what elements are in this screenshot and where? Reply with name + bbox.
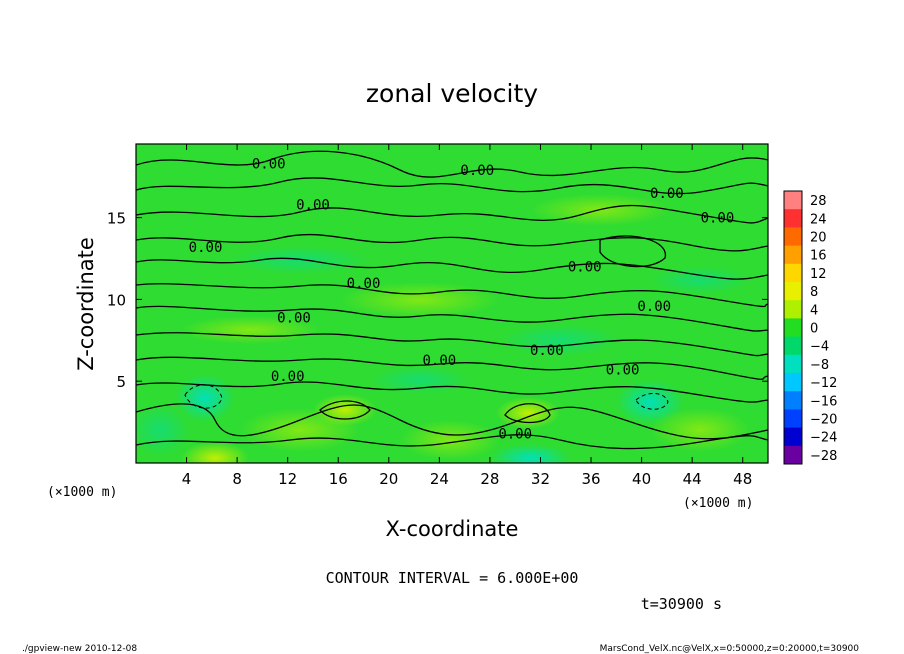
colorbar-swatch-10 xyxy=(784,373,802,392)
field-spot-11 xyxy=(180,316,320,344)
colorbar-label-13: −24 xyxy=(810,431,837,446)
footer-left: ./gpview-new 2010-12-08 xyxy=(22,644,137,654)
colorbar-swatch-7 xyxy=(784,318,802,338)
x-tick-label-0: 4 xyxy=(182,470,192,488)
x-tick-label-7: 32 xyxy=(531,470,550,488)
colorbar-label-14: −28 xyxy=(810,449,837,464)
field-image xyxy=(136,144,768,463)
contour-label-11: 0.00 xyxy=(423,353,457,369)
colorbar-label-6: 4 xyxy=(810,303,818,318)
contour-label-7: 0.00 xyxy=(347,276,381,292)
contour-lines xyxy=(136,150,768,450)
chart-title: zonal velocity xyxy=(366,79,538,108)
colorbar-frame xyxy=(783,190,803,465)
colorbar-swatch-6 xyxy=(784,300,802,319)
x-axis: 4 8 12 16 20 24 28 32 36 40 44 48 xyxy=(182,144,752,488)
colorbar-label-3: 16 xyxy=(810,249,827,264)
colorbar-label-8: −4 xyxy=(810,340,829,355)
contour-label-0: 0.00 xyxy=(252,157,286,173)
x-tick-label-5: 24 xyxy=(430,470,449,488)
field-spot-4 xyxy=(496,397,560,429)
colorbar-swatch-9 xyxy=(784,354,802,374)
colorbar-swatch-13 xyxy=(784,427,802,447)
field-spot-2 xyxy=(490,444,570,463)
y-axis-label: Z-coordinate xyxy=(74,237,98,371)
x-tick-label-8: 36 xyxy=(581,470,600,488)
y-axis: 5 10 15 xyxy=(107,210,768,391)
contour-label-14: 0.00 xyxy=(498,426,532,442)
footer-right: MarsCond_VelX.nc@VelX,x=0:50000,z=0:2000… xyxy=(600,644,860,654)
colorbar-label-1: 24 xyxy=(810,212,827,227)
x-tick-label-6: 28 xyxy=(480,470,499,488)
x-axis-unit: (×1000 m) xyxy=(683,496,753,511)
y-tick-label-1: 10 xyxy=(107,291,126,309)
contour-label-13: 0.00 xyxy=(271,369,305,385)
colorbar: 28 24 20 16 12 8 4 0 −4 −8 −12 −16 −20 −24 −28 xyxy=(783,190,837,465)
field-spot-3 xyxy=(181,442,249,463)
field-spot-1 xyxy=(616,380,684,424)
colorbar-label-7: 0 xyxy=(810,322,818,337)
contour-label-1: 0.00 xyxy=(460,163,494,179)
x-tick-label-10: 44 xyxy=(683,470,702,488)
colorbar-swatch-11 xyxy=(784,391,802,410)
x-axis-label: X-coordinate xyxy=(386,517,519,541)
colorbar-label-2: 20 xyxy=(810,231,827,246)
contour-label-10: 0.00 xyxy=(530,343,564,359)
contour-labels: 0.00 0.00 0.00 0.00 0.00 0.00 0.00 0.00 0.00 0.00… xyxy=(189,157,735,443)
contour-label-9: 0.00 xyxy=(277,310,311,326)
contour-label-3: 0.00 xyxy=(296,197,330,213)
colorbar-swatch-5 xyxy=(784,282,802,301)
colorbar-swatch-0 xyxy=(784,191,802,210)
colorbar-label-4: 12 xyxy=(810,267,827,282)
colorbar-swatch-3 xyxy=(784,245,802,265)
contour-label-12: 0.00 xyxy=(606,363,640,379)
x-tick-label-3: 16 xyxy=(329,470,348,488)
colorbar-swatch-1 xyxy=(784,209,802,228)
colorbar-label-12: −20 xyxy=(810,413,837,428)
y-tick-label-0: 5 xyxy=(116,373,126,391)
plot-frame xyxy=(135,143,769,464)
x-tick-label-1: 8 xyxy=(232,470,242,488)
colorbar-label-10: −12 xyxy=(810,376,837,391)
x-tick-label-2: 12 xyxy=(278,470,297,488)
contour-interval: CONTOUR INTERVAL = 6.000E+00 xyxy=(326,569,579,587)
x-tick-label-4: 20 xyxy=(379,470,398,488)
colorbar-label-9: −8 xyxy=(810,358,829,373)
field-spot-6 xyxy=(240,408,360,452)
x-tick-label-11: 48 xyxy=(733,470,752,488)
contour-label-6: 0.00 xyxy=(568,260,602,276)
colorbar-label-11: −16 xyxy=(810,394,837,409)
colorbar-swatch-4 xyxy=(784,263,802,283)
field-spot-12 xyxy=(500,324,620,356)
y-axis-unit: (×1000 m) xyxy=(47,485,117,500)
colorbar-swatch-12 xyxy=(784,409,802,429)
contour-label-8: 0.00 xyxy=(637,299,671,315)
contour-label-4: 0.00 xyxy=(701,211,735,227)
field-spot-8 xyxy=(650,408,750,452)
colorbar-swatch-2 xyxy=(784,227,802,247)
time-label: t=30900 s xyxy=(641,595,722,613)
contour-label-5: 0.00 xyxy=(189,240,223,256)
x-tick-label-9: 40 xyxy=(632,470,651,488)
y-tick-label-2: 15 xyxy=(107,210,126,228)
colorbar-swatch-8 xyxy=(784,336,802,356)
field-spot-14 xyxy=(650,266,750,294)
colorbar-label-5: 8 xyxy=(810,285,818,300)
colorbar-swatch-14 xyxy=(784,445,802,465)
contour-label-2: 0.00 xyxy=(650,186,684,202)
colorbar-label-0: 28 xyxy=(810,194,827,209)
